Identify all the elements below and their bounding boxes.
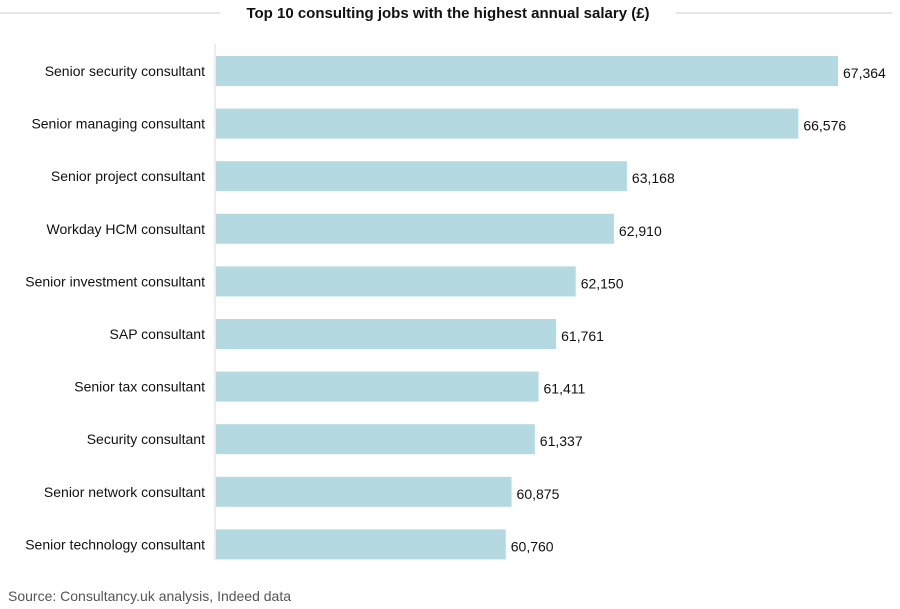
category-label: Senior project consultant	[51, 168, 205, 184]
bars-group	[216, 56, 838, 560]
chart-title: Top 10 consulting jobs with the highest …	[246, 5, 649, 22]
category-label: Senior security consultant	[45, 63, 205, 79]
bar	[216, 213, 614, 244]
category-labels-group: Senior security consultant Senior managin…	[25, 63, 205, 552]
value-label: 60,760	[511, 538, 554, 554]
category-label: Senior investment consultant	[25, 273, 205, 289]
value-labels-group: 67,364 66,576 63,168 62,910 62,150 61,761 61,4…	[511, 65, 886, 554]
category-label: Senior managing consultant	[31, 116, 205, 132]
bar	[216, 108, 799, 139]
bar	[216, 529, 506, 560]
category-label: Workday HCM consultant	[47, 221, 206, 237]
value-label: 66,576	[803, 118, 846, 134]
bar	[216, 161, 627, 192]
value-label: 61,411	[544, 381, 586, 397]
value-label: 61,761	[561, 328, 604, 344]
bar	[216, 319, 557, 349]
category-label: Security consultant	[87, 431, 205, 447]
bar	[216, 56, 838, 86]
value-label: 61,337	[540, 433, 583, 449]
bar	[216, 266, 576, 297]
source-note: Source: Consultancy.uk analysis, Indeed …	[8, 588, 291, 604]
category-label: Senior technology consultant	[25, 536, 205, 552]
value-label: 63,168	[632, 170, 675, 186]
value-label: 60,875	[517, 486, 560, 502]
category-label: SAP consultant	[110, 326, 206, 342]
category-label: Senior network consultant	[44, 484, 205, 500]
bar	[216, 476, 512, 507]
bar	[216, 424, 535, 455]
value-label: 62,150	[581, 275, 624, 291]
category-label: Senior tax consultant	[74, 379, 205, 395]
value-label: 67,364	[843, 65, 886, 81]
bar	[216, 371, 539, 402]
value-label: 62,910	[619, 223, 662, 239]
